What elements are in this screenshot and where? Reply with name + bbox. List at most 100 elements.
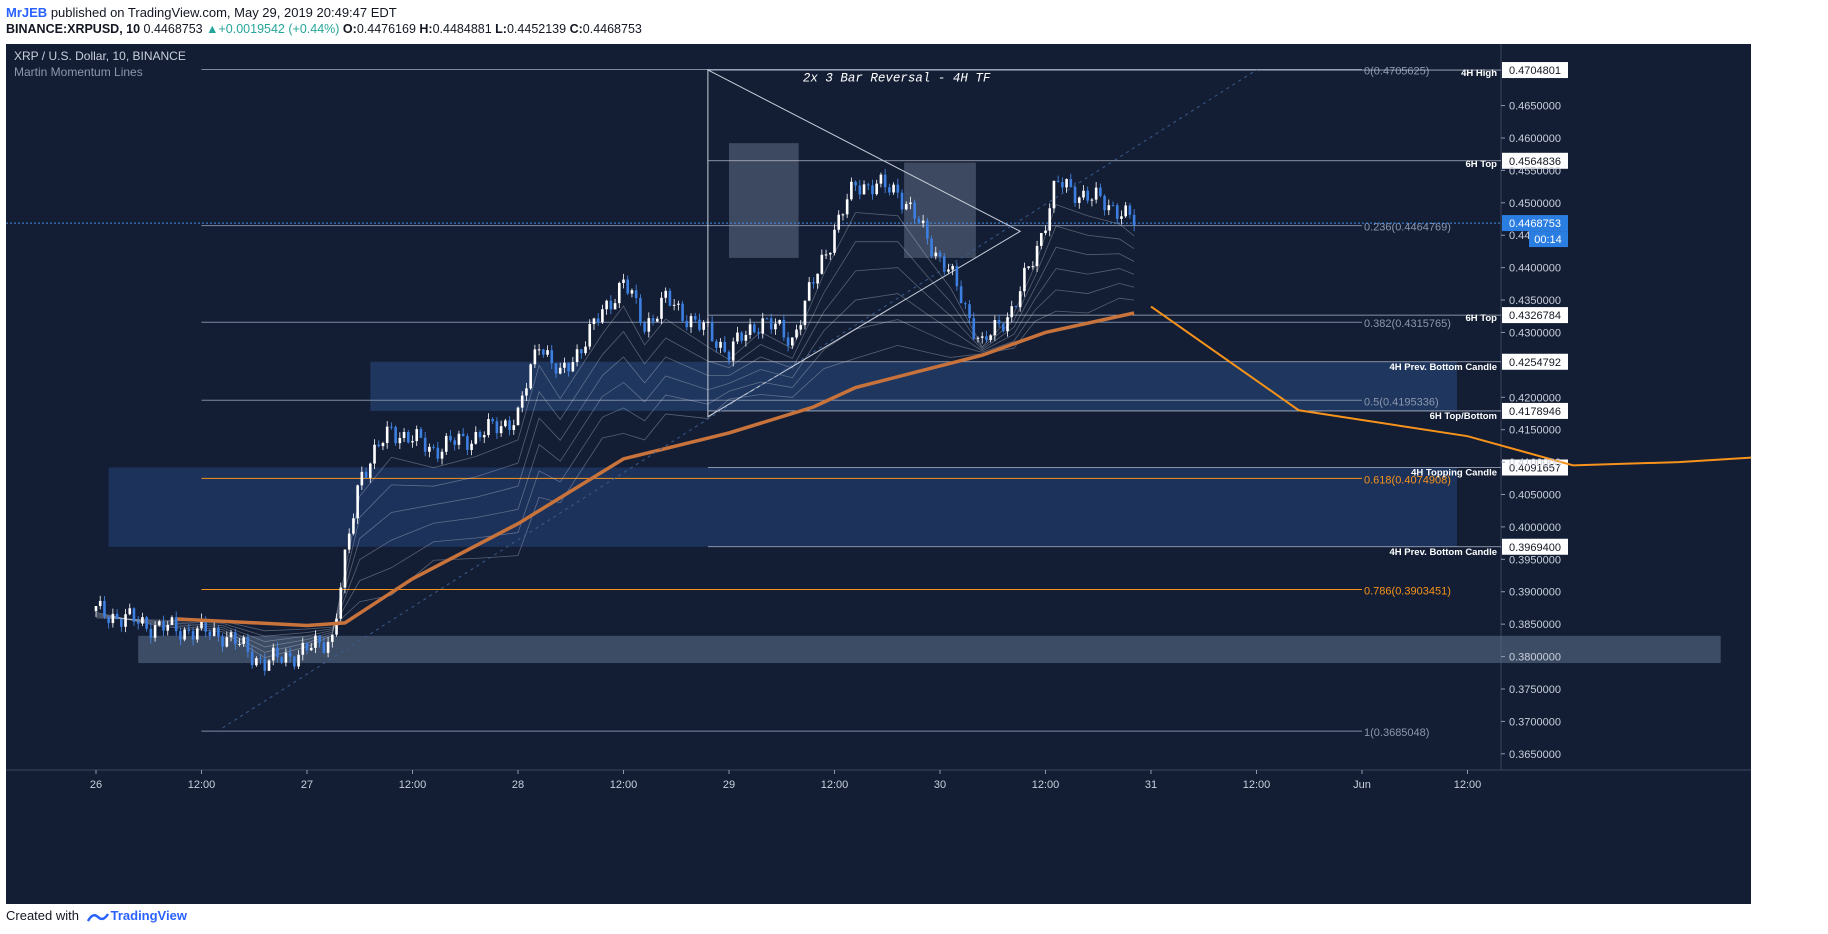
candle-body [757,332,760,334]
x-tick-label-12: Jun [1353,779,1371,791]
candle-body [601,309,604,323]
candle-body [347,533,351,550]
candle-body [926,220,929,239]
level-price-box-6 [1502,538,1568,555]
y-tick-label-8: 0.4200000 [1509,392,1561,404]
candle-body [482,435,486,438]
candle-body [753,324,756,333]
candle-body [179,631,182,640]
candle-body [1073,186,1077,203]
fib-label-4: 0.618(0.4074908) [1364,474,1451,486]
level-label-5: 4H Topping Candle [1411,468,1497,479]
candle-body [795,329,798,338]
candle-body [791,337,794,346]
candle-body [250,651,254,666]
candle-body [356,485,359,519]
candle-body [1077,197,1081,203]
projection-curve [1150,305,1751,467]
candle-body [706,321,710,323]
candle-body [715,341,718,348]
x-tick-label-13: 12:00 [1454,779,1482,791]
candle-body [369,463,372,478]
candle-body [183,629,186,640]
candle-body [267,660,271,671]
chart-frame[interactable]: 0(0.4705625) 0.236(0.4464769) 0.382(0.4315… [6,44,1751,904]
candle-body [309,647,313,651]
candle-body [942,256,946,272]
candle-body [98,600,102,607]
candle-body [1099,187,1102,196]
candle-body [364,471,368,478]
level-price-box-0 [1502,62,1568,79]
candle-body [187,629,191,631]
candle-body [1107,205,1111,211]
candle-body [474,432,478,444]
countdown-text: 00:14 [1534,234,1562,246]
tradingview-link[interactable]: TradingView [110,908,187,923]
candle-body [229,632,233,638]
candle-body [533,349,537,365]
y-tick-label-14: 0.3900000 [1509,587,1561,599]
candle-body [959,286,963,304]
candle-body [512,425,516,431]
publish-header: MrJEB published on TradingView.com, May … [0,0,1828,42]
candle-body [195,628,199,640]
candle-body [580,349,583,354]
triangle-pattern [707,69,1022,418]
candle-body [402,432,406,438]
candle-body [997,320,1001,324]
y-tick-label-17: 0.3750000 [1509,684,1561,696]
candle-body [837,214,841,230]
candle-body [993,320,997,336]
candle-body [660,297,663,319]
candle-body [322,642,326,653]
candle-body [647,318,651,332]
candle-body [297,654,300,667]
candle-body [432,446,435,448]
candle-body [504,420,507,427]
candle-body [1128,205,1132,215]
candle-body [820,254,824,274]
candle-body [419,429,423,438]
candle-body [1039,233,1043,246]
candle-body [343,549,347,588]
candle-body [567,362,570,372]
candle-body [1086,190,1089,201]
candle-body [761,318,765,334]
published-text: published on TradingView.com, May 29, 20… [50,5,397,20]
level-price-text-0: 0.4704801 [1509,65,1561,77]
candle-body [731,341,735,361]
y-tick-label-2: 0.4550000 [1509,165,1561,177]
fib-label-5: 0.786(0.3903451) [1364,586,1451,598]
candle-body [1111,205,1115,207]
candle-body [415,429,419,442]
candle-body [613,303,617,310]
candle-body [271,647,275,661]
candle-body [888,187,891,193]
low-label: L: [495,22,507,36]
candle-body [204,619,208,632]
candle-body [672,304,676,306]
last-price: 0.4468753 [143,22,203,36]
candle-body [444,435,448,452]
author-link[interactable]: MrJEB [6,5,48,20]
chart-title: XRP / U.S. Dollar, 10, BINANCE [14,49,186,63]
candle-body [681,303,684,321]
level-label-4: 6H Top/Bottom [1430,411,1497,422]
candle-body [947,269,950,272]
candle-body [554,363,558,374]
level-label-1: 6H Top [1466,159,1498,170]
candle-body [406,432,410,443]
candle-body [812,282,815,284]
price-chart[interactable]: 0(0.4705625) 0.236(0.4464769) 0.382(0.4315… [6,44,1751,904]
candle-body [651,318,655,322]
candle-body [1069,179,1073,187]
candle-body [824,254,828,256]
candle-body [381,443,385,447]
x-tick-label-7: 12:00 [821,779,849,791]
candle-body [225,637,229,647]
candle-body [217,627,220,637]
candle-body [377,444,381,447]
candle-body [111,613,115,624]
candle-body [326,641,330,653]
